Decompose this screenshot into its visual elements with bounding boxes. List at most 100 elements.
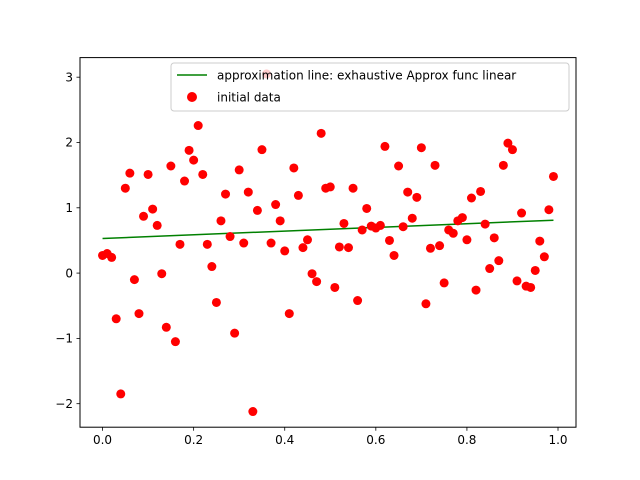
data-point (375, 220, 385, 230)
data-point (412, 192, 422, 202)
data-point (425, 243, 435, 253)
data-point (384, 235, 394, 245)
data-point (462, 235, 472, 245)
data-point (494, 256, 504, 266)
data-point (334, 242, 344, 252)
data-point (480, 219, 490, 229)
axes-frame (79, 57, 577, 428)
data-point (357, 225, 367, 235)
data-point (175, 239, 185, 249)
data-point (257, 145, 267, 155)
data-point (216, 216, 226, 226)
data-point (111, 314, 121, 324)
data-point (316, 128, 326, 138)
data-point (339, 218, 349, 228)
data-point (184, 145, 194, 155)
data-point (193, 121, 203, 131)
data-point (271, 200, 281, 210)
legend-label-approximation: approximation line: exhaustive Approx fu… (217, 69, 516, 83)
data-point (107, 252, 117, 262)
y-tick-label: −1 (55, 332, 73, 346)
data-point (211, 297, 221, 307)
data-point (243, 187, 253, 197)
data-point (170, 337, 180, 347)
data-point (180, 176, 190, 186)
x-tick-label: 0.4 (275, 433, 294, 447)
data-point (380, 141, 390, 151)
data-point (239, 238, 249, 248)
x-tick-label: 1.0 (548, 433, 567, 447)
data-point (139, 211, 149, 221)
data-point (407, 213, 417, 223)
data-point (389, 250, 399, 260)
data-point (421, 299, 431, 309)
data-point (129, 275, 139, 285)
data-point (325, 182, 335, 192)
data-point (230, 328, 240, 338)
data-point (312, 277, 322, 287)
y-tick-label: 3 (65, 70, 73, 84)
data-point (116, 389, 126, 399)
legend-box (170, 62, 570, 112)
data-point (430, 160, 440, 170)
data-point (544, 205, 554, 215)
data-point (221, 189, 231, 199)
data-point (439, 278, 449, 288)
x-tick-label: 0.8 (457, 433, 476, 447)
data-point (353, 296, 363, 306)
y-tick-label: 0 (65, 266, 73, 280)
data-point (471, 285, 481, 295)
data-point (266, 238, 276, 248)
data-point (293, 190, 303, 200)
data-point (416, 143, 426, 153)
data-point (476, 186, 486, 196)
data-point (503, 138, 513, 148)
y-tick-label: 2 (65, 136, 73, 150)
x-tick-label: 0.6 (366, 433, 385, 447)
data-point (284, 309, 294, 319)
approximation-line (102, 219, 554, 240)
legend-marker-swatch (187, 92, 197, 102)
data-point (252, 205, 262, 215)
data-point (512, 276, 522, 286)
data-point (498, 160, 508, 170)
plot-area (98, 69, 558, 417)
data-point (539, 252, 549, 262)
data-point (166, 161, 176, 171)
data-point (202, 239, 212, 249)
data-point (526, 282, 536, 292)
data-point (457, 213, 467, 223)
data-point (530, 265, 540, 275)
data-point (435, 241, 445, 251)
data-point (307, 269, 317, 279)
data-point (517, 208, 527, 218)
data-point (134, 309, 144, 319)
data-point (362, 203, 372, 213)
data-point (398, 222, 408, 232)
data-point (152, 220, 162, 230)
data-point (161, 322, 171, 332)
x-tick-label: 0.0 (93, 433, 112, 447)
data-point (489, 233, 499, 243)
data-point (157, 269, 167, 279)
data-point (303, 235, 313, 245)
data-point (234, 165, 244, 175)
data-point (466, 193, 476, 203)
data-point (403, 187, 413, 197)
data-point (343, 243, 353, 253)
data-point (348, 183, 358, 193)
data-point (207, 262, 217, 272)
x-tick-label: 0.2 (184, 433, 203, 447)
data-point (120, 183, 130, 193)
data-point (289, 163, 299, 173)
data-point (248, 407, 258, 417)
data-point (148, 204, 158, 214)
y-tick-label: −2 (55, 397, 73, 411)
data-point (280, 246, 290, 256)
data-point (535, 236, 545, 246)
data-point (125, 168, 135, 178)
y-tick-label: 1 (65, 201, 73, 215)
data-point (298, 243, 308, 253)
data-point (225, 232, 235, 242)
